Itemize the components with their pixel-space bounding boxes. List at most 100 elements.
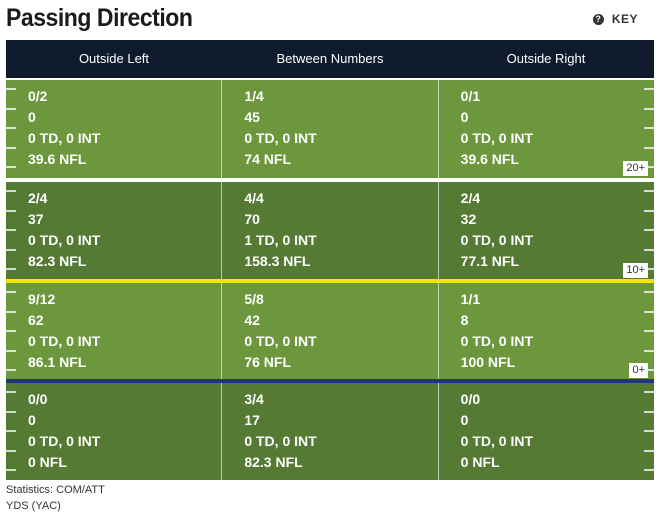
cell-completions: 2/4 xyxy=(460,190,481,206)
footer-yards: YDS (YAC) xyxy=(6,500,61,512)
yard-tick xyxy=(6,190,16,192)
zone-20-plus: 0/2 0 0 TD, 0 INT 39.6 NFL 1/4 45 0 TD, … xyxy=(6,80,654,178)
zone-10-plus: 2/4 37 0 TD, 0 INT 82.3 NFL 4/4 70 1 TD,… xyxy=(6,182,654,280)
column-headers: Outside Left Between Numbers Outside Rig… xyxy=(6,40,654,78)
first-down-line-yellow xyxy=(6,279,654,283)
yard-tick xyxy=(644,469,654,471)
cell-completions: 0/0 xyxy=(28,391,48,407)
cell-between-numbers: 1/4 45 0 TD, 0 INT 74 NFL xyxy=(221,80,437,178)
yard-label-10: 10+ xyxy=(623,263,648,278)
cell-td-int: 0 TD, 0 INT xyxy=(460,333,534,349)
yard-tick xyxy=(644,291,654,293)
yard-tick xyxy=(644,311,654,313)
page-title: Passing Direction xyxy=(6,4,193,32)
cell-outside-right: 1/1 8 0 TD, 0 INT 100 NFL xyxy=(437,283,654,379)
yard-tick xyxy=(6,229,16,231)
key-button[interactable]: ? KEY xyxy=(592,12,638,26)
cell-completions: 0/0 xyxy=(460,391,481,407)
yard-tick xyxy=(6,469,16,471)
cell-rating: 77.1 NFL xyxy=(460,253,520,269)
yard-tick xyxy=(644,268,654,270)
yard-ticks-left xyxy=(6,383,16,480)
yard-tick xyxy=(6,311,16,313)
yard-tick xyxy=(644,450,654,452)
cell-completions: 1/1 xyxy=(460,291,481,307)
yard-tick xyxy=(644,411,654,413)
cell-completions: 0/2 xyxy=(28,88,48,104)
zone-behind-line: 0/0 0 0 TD, 0 INT 0 NFL 3/4 17 0 TD, 0 I… xyxy=(6,383,654,480)
cell-rating: 0 NFL xyxy=(28,454,67,470)
yard-tick xyxy=(644,229,654,231)
yard-ticks-left xyxy=(6,80,16,178)
cell-td-int: 0 TD, 0 INT xyxy=(28,232,101,248)
yard-tick xyxy=(644,210,654,212)
yard-tick xyxy=(644,88,654,90)
yard-tick xyxy=(644,127,654,129)
column-header-outside-left: Outside Left xyxy=(78,51,150,66)
yard-tick xyxy=(644,190,654,192)
yard-tick xyxy=(6,369,16,371)
yard-tick xyxy=(6,450,16,452)
cell-between-numbers: 3/4 17 0 TD, 0 INT 82.3 NFL xyxy=(221,383,437,480)
yard-tick xyxy=(644,108,654,110)
cell-completions: 1/4 xyxy=(244,88,264,104)
yard-tick xyxy=(6,127,16,129)
cell-yards: 45 xyxy=(244,109,260,125)
cell-yards: 17 xyxy=(244,412,260,428)
cell-yards: 0 xyxy=(28,109,36,125)
cell-yards: 0 xyxy=(460,109,469,125)
yard-label-0: 0+ xyxy=(629,363,648,378)
yard-ticks-right xyxy=(644,80,654,178)
yard-tick xyxy=(6,350,16,352)
cell-rating: 39.6 NFL xyxy=(28,151,87,167)
cell-yards: 8 xyxy=(460,312,469,328)
yard-tick xyxy=(6,249,16,251)
yard-tick xyxy=(6,330,16,332)
cell-td-int: 0 TD, 0 INT xyxy=(244,433,317,449)
cell-between-numbers: 5/8 42 0 TD, 0 INT 76 NFL xyxy=(221,283,437,379)
yard-tick xyxy=(644,147,654,149)
cell-td-int: 0 TD, 0 INT xyxy=(244,130,317,146)
cell-outside-left: 0/2 0 0 TD, 0 INT 39.6 NFL xyxy=(6,80,221,178)
cell-yards: 37 xyxy=(28,211,44,227)
yard-tick xyxy=(6,166,16,168)
yard-tick xyxy=(6,391,16,393)
footer-statistics: Statistics: COM/ATT xyxy=(6,484,105,496)
cell-outside-left: 2/4 37 0 TD, 0 INT 82.3 NFL xyxy=(6,182,221,280)
yard-label-20: 20+ xyxy=(623,161,648,176)
cell-yards: 0 xyxy=(28,412,36,428)
zone-0-plus: 9/12 62 0 TD, 0 INT 86.1 NFL 5/8 42 0 TD… xyxy=(6,283,654,379)
cell-td-int: 0 TD, 0 INT xyxy=(28,433,101,449)
yard-tick xyxy=(6,210,16,212)
cell-td-int: 0 TD, 0 INT xyxy=(28,130,101,146)
yard-ticks-right xyxy=(644,283,654,379)
yard-tick xyxy=(6,108,16,110)
cell-rating: 82.3 NFL xyxy=(244,454,303,470)
cell-outside-right: 2/4 32 0 TD, 0 INT 77.1 NFL xyxy=(437,182,654,280)
yard-tick xyxy=(644,369,654,371)
line-of-scrimmage xyxy=(6,379,654,383)
yard-ticks-right xyxy=(644,182,654,280)
yard-line-white xyxy=(6,178,654,182)
yard-tick xyxy=(644,249,654,251)
cell-rating: 76 NFL xyxy=(244,354,292,370)
yard-tick xyxy=(6,88,16,90)
yard-tick xyxy=(644,350,654,352)
cell-outside-left: 0/0 0 0 TD, 0 INT 0 NFL xyxy=(6,383,221,480)
cell-completions: 4/4 xyxy=(244,190,264,206)
cell-rating: 0 NFL xyxy=(460,454,500,470)
cell-td-int: 0 TD, 0 INT xyxy=(244,333,317,349)
cell-outside-left: 9/12 62 0 TD, 0 INT 86.1 NFL xyxy=(6,283,221,379)
yard-tick xyxy=(644,166,654,168)
yard-tick xyxy=(644,430,654,432)
cell-rating: 39.6 NFL xyxy=(460,151,520,167)
cell-td-int: 0 TD, 0 INT xyxy=(28,333,101,349)
cell-rating: 86.1 NFL xyxy=(28,354,87,370)
header: Passing Direction ? KEY xyxy=(0,0,660,38)
help-icon: ? xyxy=(592,13,604,25)
cell-completions: 9/12 xyxy=(28,291,56,307)
cell-completions: 0/1 xyxy=(460,88,481,104)
cell-between-numbers: 4/4 70 1 TD, 0 INT 158.3 NFL xyxy=(221,182,437,280)
column-header-outside-right: Outside Right xyxy=(506,51,586,66)
yard-tick xyxy=(644,391,654,393)
